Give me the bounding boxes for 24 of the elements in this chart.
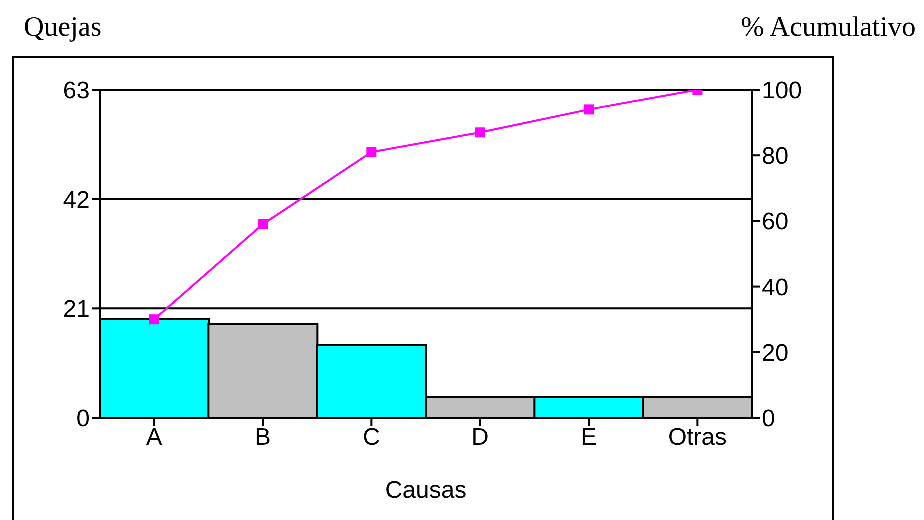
x-tick-label: D — [472, 424, 490, 452]
y2-axis-title: % Acumulativo — [741, 12, 916, 44]
point — [475, 128, 486, 138]
y2-tick-label: 20 — [762, 340, 789, 367]
x-tick-label: Otras — [668, 424, 728, 452]
y2-tick-label: 0 — [762, 406, 776, 433]
y-tick-label: 63 — [63, 78, 90, 105]
x-tick-label: C — [362, 424, 380, 452]
point — [258, 219, 268, 230]
point — [149, 314, 160, 325]
y-tick-label: 42 — [63, 186, 90, 214]
x-tick-label: B — [254, 424, 272, 452]
y2-tick-label: 60 — [762, 208, 789, 236]
y2-tick-label: 100 — [762, 78, 802, 105]
y2-tick-label: 80 — [762, 143, 789, 170]
point — [366, 147, 377, 158]
y-tick-label: 0 — [76, 406, 90, 433]
y-tick-label: 21 — [63, 296, 90, 324]
y2-tick-label: 40 — [762, 274, 789, 302]
x-tick-label: A — [146, 424, 162, 452]
x-axis-title: Causas — [385, 477, 467, 504]
y-axis-title: Quejas — [24, 12, 102, 44]
point — [584, 104, 594, 115]
x-tick-label: E — [580, 424, 598, 452]
